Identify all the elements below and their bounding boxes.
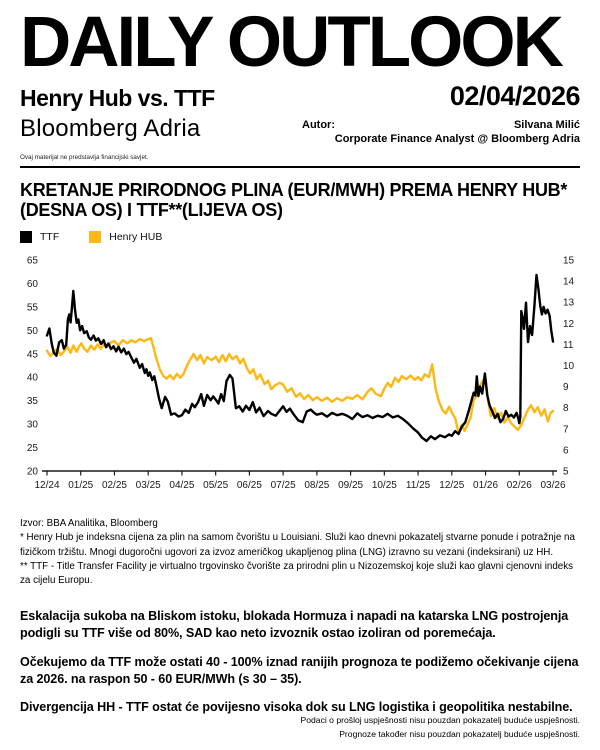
- header: DAILY OUTLOOK Henry Hub vs. TTF 02/04/20…: [20, 3, 581, 161]
- svg-text:50: 50: [27, 326, 39, 337]
- svg-text:25: 25: [27, 443, 39, 454]
- svg-text:01/26: 01/26: [473, 480, 498, 491]
- author-top-row: Autor: Silvana Milić: [302, 118, 580, 132]
- report-date: 02/04/2026: [449, 81, 581, 111]
- author-name: Silvana Milić: [513, 119, 580, 131]
- svg-text:15: 15: [563, 256, 575, 267]
- svg-text:01/25: 01/25: [68, 480, 93, 491]
- svg-text:13: 13: [563, 298, 575, 309]
- source-notes: Izvor: BBA Analitika, Bloomberg * Henry …: [20, 517, 580, 587]
- analysis-paragraph-3: Divergencija HH - TTF ostat će povijesno…: [20, 700, 573, 715]
- footer-line-1: Podaci o prošloj uspješnosti nisu pouzda…: [300, 715, 580, 726]
- ttf-swatch-icon: [20, 231, 32, 244]
- analysis-paragraph-1: Eskalacija sukoba na Bliskom istoku, blo…: [20, 608, 569, 641]
- source-line: Izvor: BBA Analitika, Bloomberg: [20, 518, 158, 530]
- legend-label-henry-hub: Henry HUB: [109, 231, 163, 244]
- legend-item-ttf: TTF: [20, 231, 60, 244]
- author-block: Autor: Silvana Milić Corporate Finance A…: [302, 118, 580, 147]
- svg-text:30: 30: [27, 420, 39, 431]
- analysis-paragraph-2: Očekujemo da TTF može ostati 40 - 100% i…: [20, 654, 579, 686]
- author-label: Autor:: [302, 119, 335, 131]
- svg-text:02/26: 02/26: [507, 480, 532, 491]
- author-role: Corporate Finance Analyst @ Bloomberg Ad…: [334, 133, 580, 146]
- svg-text:14: 14: [563, 277, 575, 288]
- header-disclaimer: Ovaj materijal ne predstavlja financijsk…: [20, 153, 149, 161]
- svg-text:11/25: 11/25: [406, 480, 431, 491]
- svg-text:12/24: 12/24: [34, 480, 59, 491]
- footer-disclaimer: Podaci o prošloj uspješnosti nisu pouzda…: [301, 714, 580, 741]
- svg-text:09/25: 09/25: [338, 480, 363, 491]
- header-divider: [20, 165, 580, 168]
- brand-logo: Bloomberg Adria: [20, 115, 201, 142]
- svg-text:06/25: 06/25: [237, 480, 262, 491]
- report-subtitle: Henry Hub vs. TTF: [20, 85, 215, 111]
- svg-text:65: 65: [27, 256, 39, 267]
- svg-text:55: 55: [27, 303, 39, 314]
- page-title: DAILY OUTLOOK: [20, 3, 564, 82]
- svg-text:12/25: 12/25: [439, 480, 464, 491]
- svg-text:04/25: 04/25: [169, 480, 194, 491]
- svg-text:6: 6: [563, 446, 569, 457]
- analysis: Eskalacija sukoba na Bliskom istoku, blo…: [20, 608, 580, 717]
- price-chart: 20 25 30 35 40 45 50 55 60 65 5 6 7 8 9 10 11 12 13 14 15 12/…: [27, 256, 575, 492]
- ttf-footnote: ** TTF - Title Transfer Facility je virt…: [20, 560, 574, 586]
- svg-text:60: 60: [27, 279, 39, 290]
- svg-text:10: 10: [563, 361, 575, 372]
- legend-item-henry-hub: Henry HUB: [89, 231, 163, 244]
- svg-text:05/25: 05/25: [203, 480, 228, 491]
- svg-text:12: 12: [563, 319, 575, 330]
- svg-text:45: 45: [27, 350, 39, 361]
- chart-title: KRETANJE PRIRODNOG PLINA (EUR/MWH) PREMA…: [20, 179, 568, 221]
- legend-label-ttf: TTF: [40, 231, 60, 244]
- svg-text:03/25: 03/25: [136, 480, 161, 491]
- svg-text:8: 8: [563, 404, 569, 415]
- footer-line-2: Prognoze također nisu pouzdan pokazatelj…: [339, 728, 580, 739]
- svg-text:20: 20: [27, 467, 39, 478]
- svg-text:10/25: 10/25: [372, 480, 397, 491]
- svg-text:5: 5: [563, 467, 569, 478]
- chart-legend: TTF Henry HUB: [20, 231, 580, 244]
- subtitle-row: Henry Hub vs. TTF 02/04/2026: [20, 81, 581, 112]
- henry-hub-swatch-icon: [89, 231, 102, 244]
- brand-row: Bloomberg Adria Autor: Silvana Milić Cor…: [20, 115, 580, 147]
- svg-text:07/25: 07/25: [271, 480, 296, 491]
- daily-outlook-page: DAILY OUTLOOK Henry Hub vs. TTF 02/04/20…: [20, 3, 581, 739]
- henry-hub-footnote: * Henry Hub je indeksna cijena za plin n…: [20, 532, 575, 558]
- svg-text:40: 40: [27, 373, 39, 384]
- svg-text:08/25: 08/25: [304, 480, 329, 491]
- svg-text:03/26: 03/26: [540, 480, 565, 491]
- svg-text:11: 11: [563, 340, 574, 351]
- svg-text:7: 7: [563, 425, 569, 436]
- svg-text:35: 35: [27, 397, 39, 408]
- chart-section: KRETANJE PRIRODNOG PLINA (EUR/MWH) PREMA…: [20, 180, 580, 499]
- svg-text:9: 9: [563, 382, 569, 393]
- svg-text:02/25: 02/25: [102, 480, 127, 491]
